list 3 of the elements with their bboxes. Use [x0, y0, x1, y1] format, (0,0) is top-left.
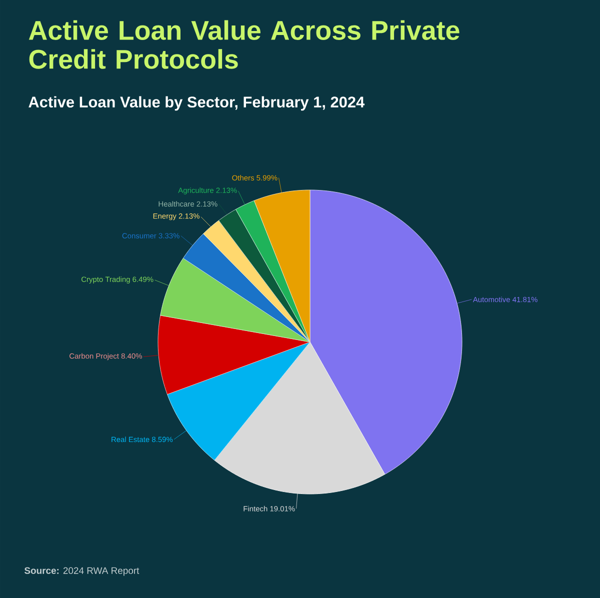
chart-subtitle: Active Loan Value by Sector, February 1, 2024	[28, 96, 365, 111]
chart-title: Active Loan Value Across Private Credit Protocols	[28, 20, 460, 69]
text: Source: 2024 RWA Report	[24, 567, 140, 576]
